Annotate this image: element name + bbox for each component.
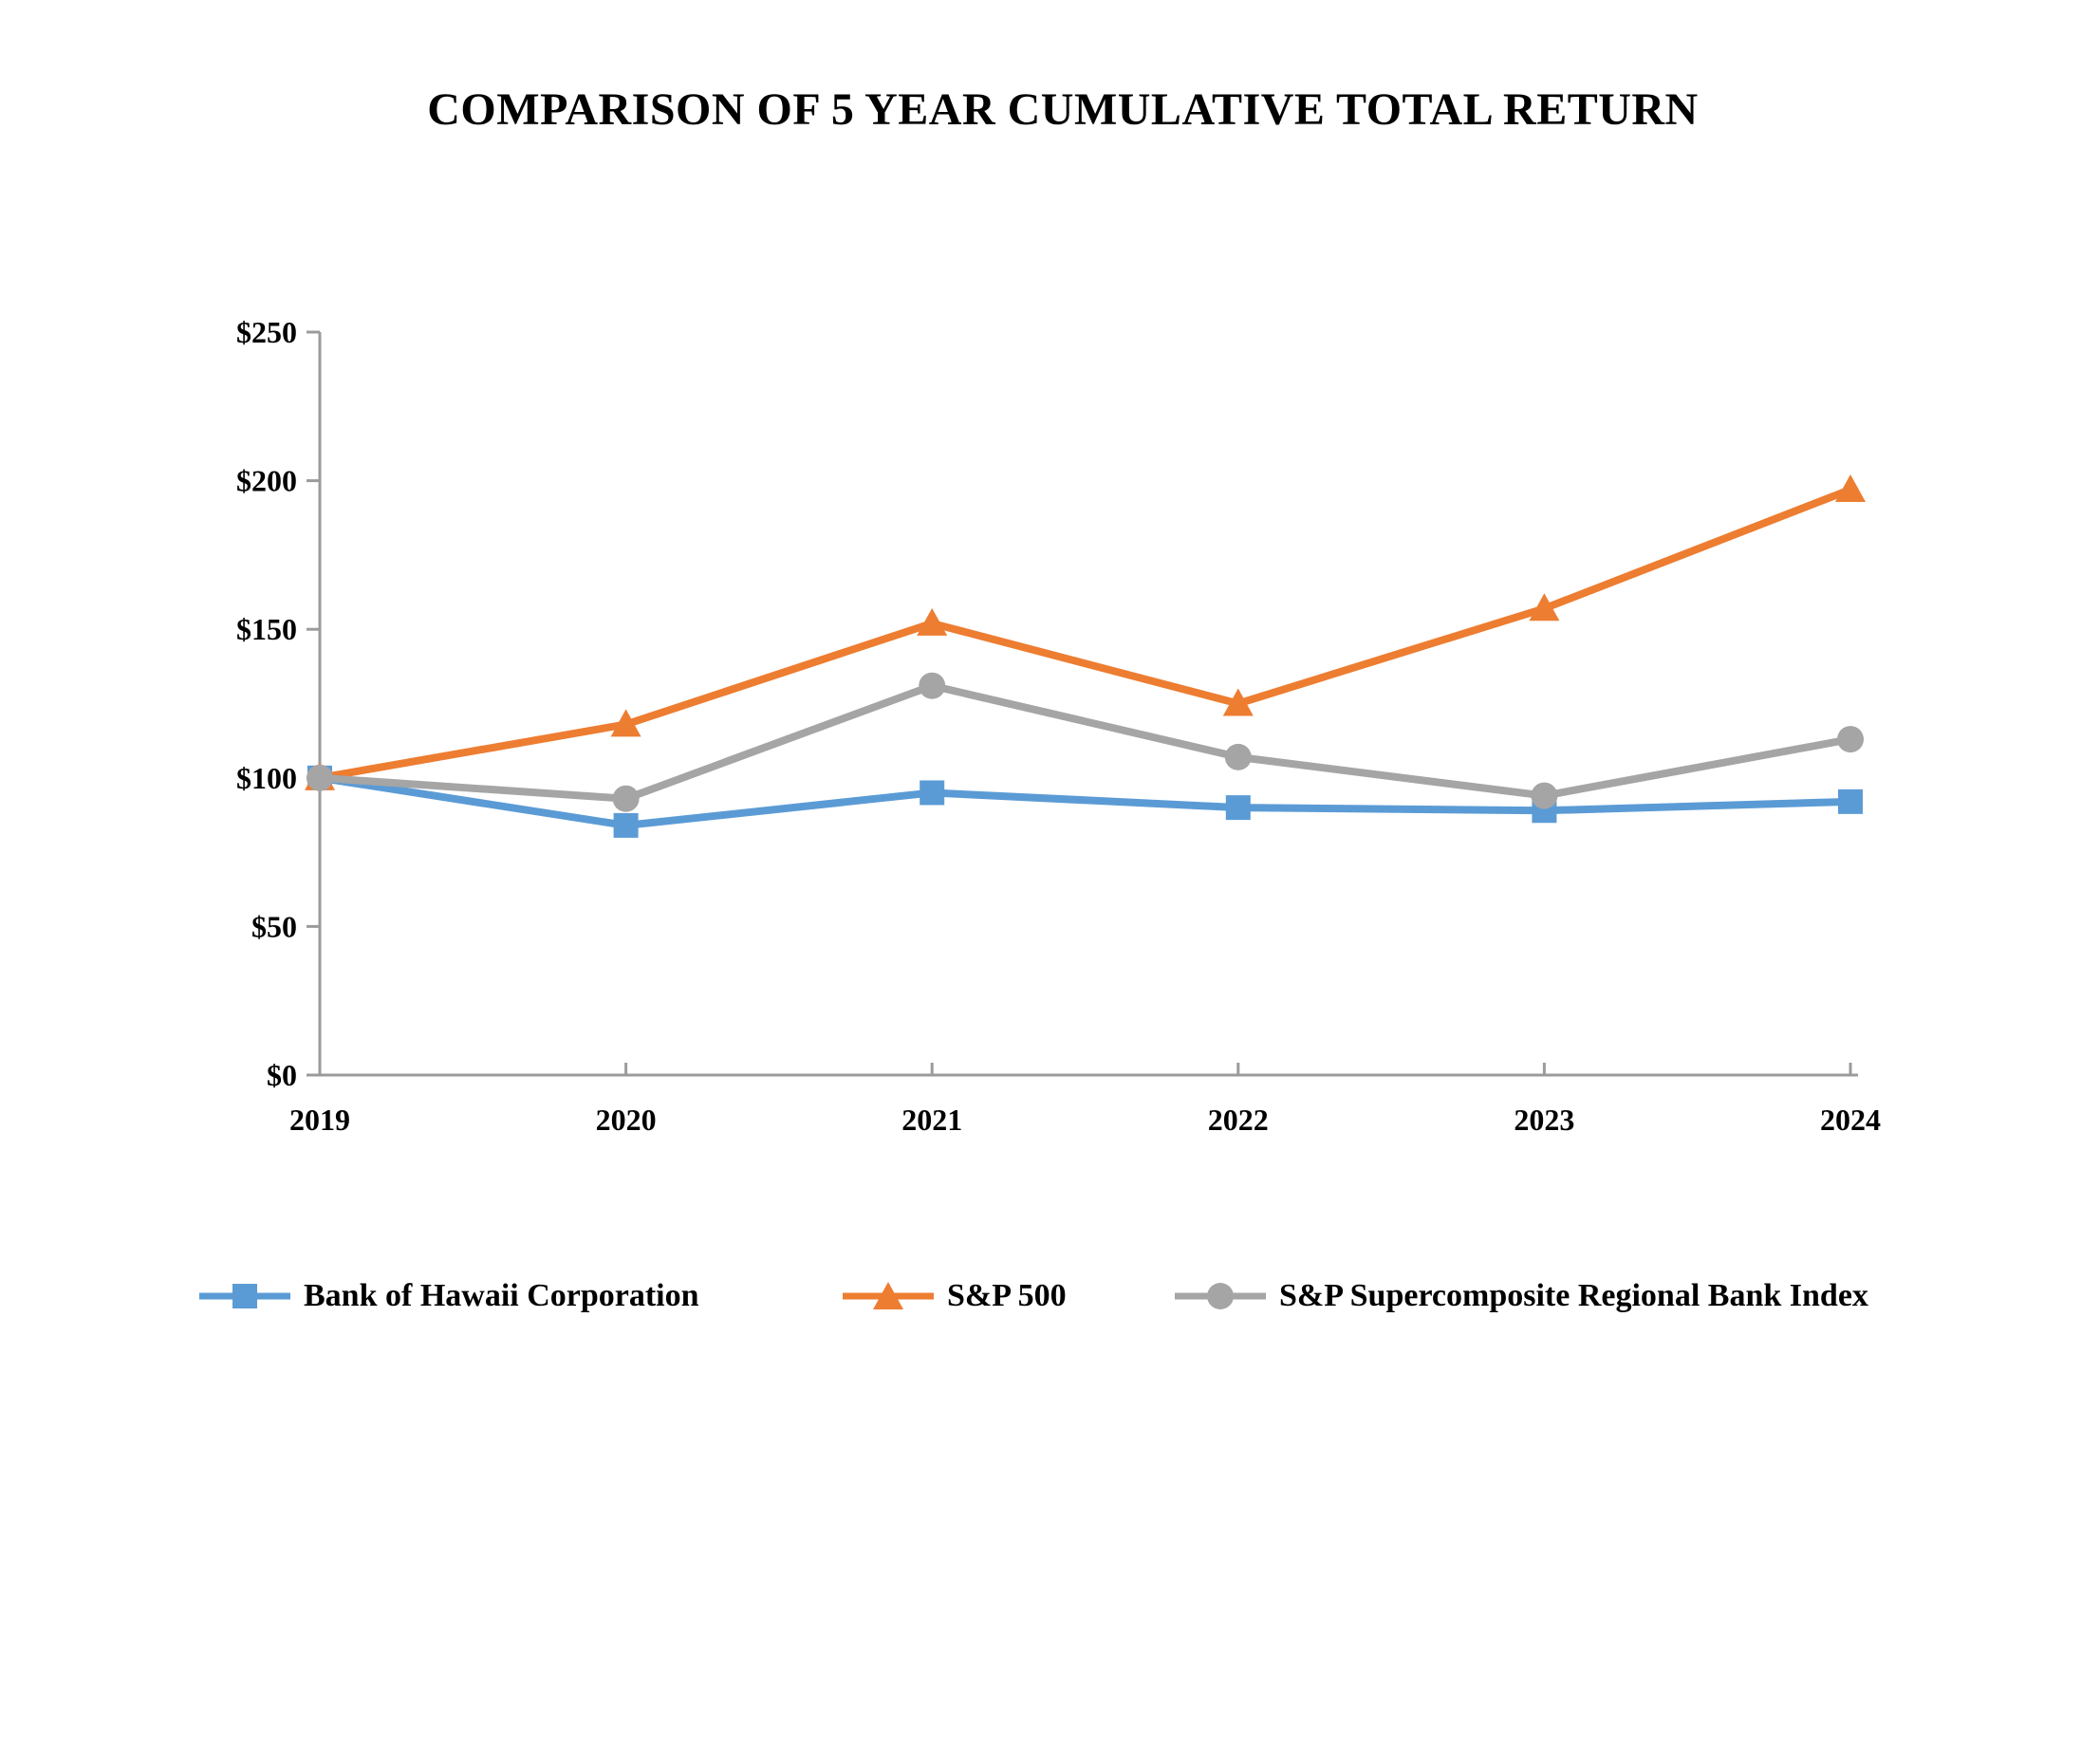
square-data-point-marker bbox=[920, 780, 945, 806]
chart-title: COMPARISON OF 5 YEAR CUMULATIVE TOTAL RE… bbox=[427, 84, 1699, 135]
x-axis-tick-label: 2020 bbox=[596, 1103, 657, 1137]
triangle-data-point-marker bbox=[917, 607, 948, 636]
series-line bbox=[316, 681, 1854, 803]
series-line bbox=[316, 773, 1854, 829]
circle-data-point-marker bbox=[1531, 782, 1558, 809]
y-axis-tick-label: $50 bbox=[251, 909, 297, 943]
circle-data-point-marker bbox=[1224, 743, 1252, 770]
circle-data-point-marker bbox=[919, 672, 946, 699]
y-axis-tick-label: $200 bbox=[236, 464, 297, 498]
triangle-data-point-marker bbox=[1529, 593, 1560, 622]
square-data-point-marker bbox=[613, 812, 639, 838]
triangle-data-point-marker bbox=[1835, 473, 1866, 502]
circle-data-point-marker bbox=[1837, 726, 1864, 753]
triangle-data-point-marker bbox=[1222, 688, 1254, 716]
triangle-data-point-marker bbox=[610, 709, 641, 737]
square-data-point-marker bbox=[1838, 789, 1863, 814]
circle-data-point-marker bbox=[307, 764, 333, 791]
x-axis-tick-label: 2022 bbox=[1208, 1103, 1269, 1137]
x-axis-tick-label: 2023 bbox=[1514, 1103, 1574, 1137]
x-axis-tick-label: 2024 bbox=[1820, 1103, 1881, 1137]
y-axis-tick-label: $0 bbox=[267, 1058, 297, 1092]
y-axis-tick-label: $100 bbox=[236, 761, 297, 795]
square-data-point-marker bbox=[1225, 795, 1251, 821]
y-axis-tick-label: $150 bbox=[236, 612, 297, 646]
y-axis-tick-label: $250 bbox=[236, 315, 297, 349]
x-axis-tick-label: 2021 bbox=[901, 1103, 962, 1137]
x-axis-tick-label: 2019 bbox=[289, 1103, 350, 1137]
series-line bbox=[316, 485, 1854, 782]
circle-data-point-marker bbox=[612, 785, 640, 812]
